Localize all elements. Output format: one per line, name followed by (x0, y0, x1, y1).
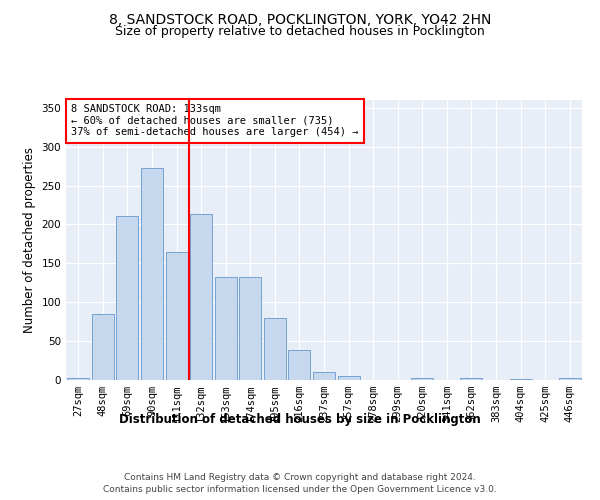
Text: Distribution of detached houses by size in Pocklington: Distribution of detached houses by size … (119, 412, 481, 426)
Text: Size of property relative to detached houses in Pocklington: Size of property relative to detached ho… (115, 25, 485, 38)
Bar (338, 376, 359, 380)
Bar (559, 378, 581, 380)
Bar (215, 278, 237, 380)
Bar (116, 216, 139, 380)
Y-axis label: Number of detached properties: Number of detached properties (23, 147, 36, 333)
Bar (190, 214, 212, 380)
Bar (141, 168, 163, 380)
Text: 8 SANDSTOCK ROAD: 133sqm
← 60% of detached houses are smaller (735)
37% of semi-: 8 SANDSTOCK ROAD: 133sqm ← 60% of detach… (71, 104, 359, 138)
Text: Contains public sector information licensed under the Open Government Licence v3: Contains public sector information licen… (103, 485, 497, 494)
Bar (67, 378, 89, 380)
Text: Contains HM Land Registry data © Crown copyright and database right 2024.: Contains HM Land Registry data © Crown c… (124, 472, 476, 482)
Bar (239, 278, 262, 380)
Bar (509, 379, 532, 380)
Bar (92, 314, 114, 380)
Bar (411, 378, 433, 380)
Bar (264, 318, 286, 380)
Bar (289, 350, 310, 380)
Bar (166, 252, 188, 380)
Text: 8, SANDSTOCK ROAD, POCKLINGTON, YORK, YO42 2HN: 8, SANDSTOCK ROAD, POCKLINGTON, YORK, YO… (109, 12, 491, 26)
Bar (460, 378, 482, 380)
Bar (313, 372, 335, 380)
